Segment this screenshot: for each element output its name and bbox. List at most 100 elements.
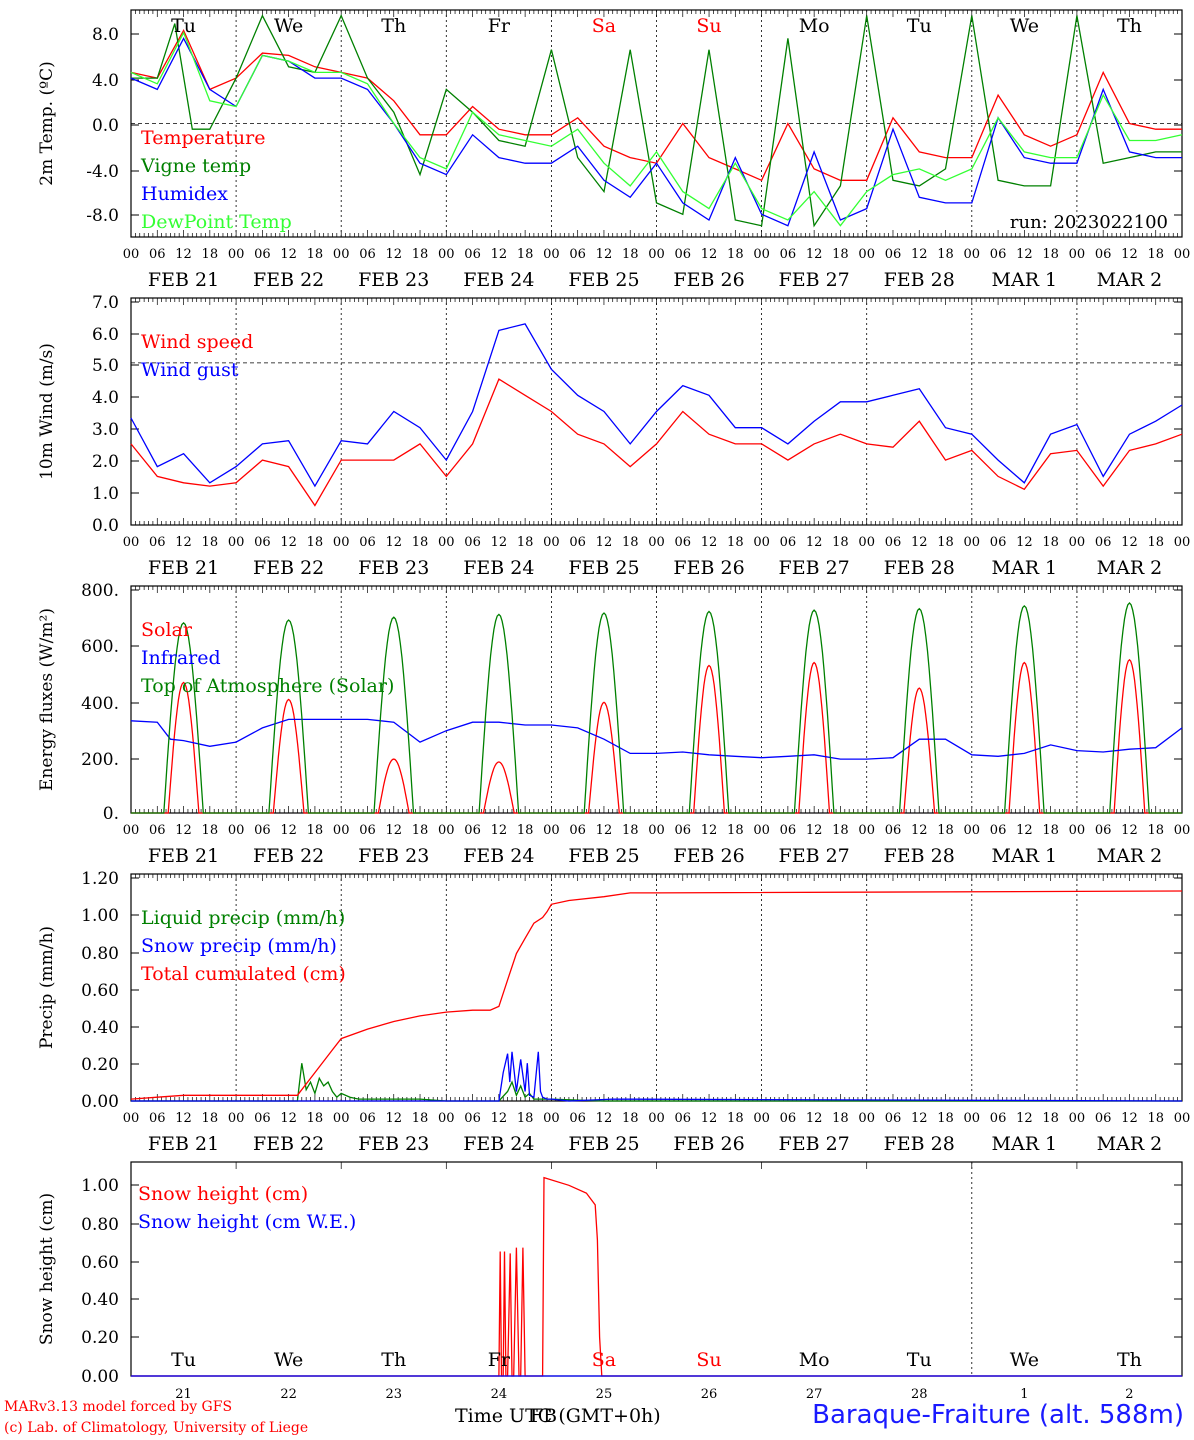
hour-tick-label: 00 xyxy=(123,535,140,550)
hour-tick-label: 18 xyxy=(517,247,534,262)
hour-tick-label: 06 xyxy=(464,247,481,262)
date-label: FEB 21 xyxy=(148,845,219,867)
station-title: Baraque-Fraiture (alt. 588m) xyxy=(812,1400,1184,1430)
hour-tick-label: 12 xyxy=(1121,1111,1138,1126)
weekday-label-top: Th xyxy=(381,15,406,37)
series-vigne-temp xyxy=(131,14,1182,228)
weekday-label-top: We xyxy=(274,15,303,37)
weekday-label-top: Tu xyxy=(907,15,932,37)
hour-tick-label: 00 xyxy=(1174,247,1191,262)
series-humidex xyxy=(130,36,1182,227)
hour-tick-label: 00 xyxy=(438,823,455,838)
date-label: FEB 28 xyxy=(884,845,955,867)
day-number-label: 23 xyxy=(385,1387,402,1402)
date-label: FEB 24 xyxy=(463,557,534,579)
hour-tick-label: 06 xyxy=(885,535,902,550)
hour-tick-label: 18 xyxy=(1042,535,1059,550)
model-credit: MARv3.13 model forced by GFS xyxy=(4,1399,233,1415)
hour-tick-label: 12 xyxy=(701,535,718,550)
day-number-label: 26 xyxy=(701,1387,718,1402)
hour-tick-label: 00 xyxy=(123,1111,140,1126)
hour-tick-label: 00 xyxy=(1069,535,1086,550)
hour-tick-label: 00 xyxy=(438,535,455,550)
date-label: MAR 2 xyxy=(1097,557,1163,579)
hour-tick-label: 06 xyxy=(990,247,1007,262)
hour-tick-label: 06 xyxy=(675,247,692,262)
y-tick-label: 1.00 xyxy=(81,1176,119,1196)
date-label: MAR 2 xyxy=(1097,845,1163,867)
date-label: MAR 1 xyxy=(992,1133,1058,1155)
hour-tick-label: 06 xyxy=(675,823,692,838)
hour-tick-label: 18 xyxy=(832,535,849,550)
hour-tick-label: 18 xyxy=(412,823,429,838)
hour-tick-label: 18 xyxy=(622,535,639,550)
date-label: FEB 27 xyxy=(779,1133,850,1155)
hour-tick-label: 18 xyxy=(1042,247,1059,262)
hour-tick-label: 06 xyxy=(990,1111,1007,1126)
hour-tick-label: 00 xyxy=(1069,1111,1086,1126)
hour-tick-label: 00 xyxy=(964,247,981,262)
hour-tick-label: 00 xyxy=(438,247,455,262)
series-total-cumulated-cm- xyxy=(130,890,1183,1100)
weekday-label-bottom: Fr xyxy=(488,1349,511,1371)
hour-tick-label: 18 xyxy=(1147,535,1164,550)
hour-tick-label: 06 xyxy=(1095,247,1112,262)
hour-tick-label: 12 xyxy=(175,1111,192,1126)
y-tick-label: 0.40 xyxy=(81,1290,119,1310)
hour-tick-label: 00 xyxy=(1069,247,1086,262)
hour-tick-label: 18 xyxy=(517,535,534,550)
hour-tick-label: 06 xyxy=(780,1111,797,1126)
hour-tick-label: 18 xyxy=(727,1111,744,1126)
hour-tick-label: 12 xyxy=(806,1111,823,1126)
date-label: FEB 27 xyxy=(779,845,850,867)
hour-tick-label: 12 xyxy=(701,823,718,838)
hour-tick-label: 18 xyxy=(937,535,954,550)
date-label: FEB 26 xyxy=(673,269,744,291)
legend-entry: Snow height (cm) xyxy=(138,1183,308,1205)
hour-tick-label: 18 xyxy=(832,823,849,838)
y-tick-label: 800. xyxy=(81,581,119,601)
hour-tick-label: 12 xyxy=(280,535,297,550)
hour-tick-label: 06 xyxy=(149,535,166,550)
hour-tick-label: 00 xyxy=(228,823,245,838)
day-number-label: 2 xyxy=(1125,1387,1133,1402)
weekday-label-top: Mo xyxy=(799,15,830,37)
hour-tick-label: 18 xyxy=(622,823,639,838)
hour-tick-label: 18 xyxy=(1147,1111,1164,1126)
hour-tick-label: 00 xyxy=(1069,823,1086,838)
hour-tick-label: 18 xyxy=(517,1111,534,1126)
hour-tick-label: 06 xyxy=(780,535,797,550)
hour-tick-label: 00 xyxy=(753,247,770,262)
y-tick-label: 3.0 xyxy=(92,420,119,440)
panel-2: 7.0 6.0 5.0 4.0 3.0 2.0 1.0 0.0 10m Wind (m/s) Wi… xyxy=(37,293,1190,579)
hour-tick-label: 12 xyxy=(911,823,928,838)
day-number-label: 21 xyxy=(175,1387,192,1402)
hour-tick-label: 12 xyxy=(491,535,508,550)
weekday-label-top: Fr xyxy=(488,15,511,37)
hour-tick-label: 00 xyxy=(123,823,140,838)
hour-tick-label: 18 xyxy=(1042,1111,1059,1126)
hour-tick-label: 12 xyxy=(280,823,297,838)
legend-entry: Solar xyxy=(141,619,193,641)
hour-tick-label: 18 xyxy=(727,247,744,262)
hour-tick-label: 00 xyxy=(543,1111,560,1126)
date-label: FEB 23 xyxy=(358,557,429,579)
hour-tick-label: 00 xyxy=(964,535,981,550)
weekday-label-top: Tu xyxy=(171,15,196,37)
legend-entry: Wind speed xyxy=(141,331,253,353)
y-tick-label: 5.0 xyxy=(92,356,119,376)
hour-tick-label: 06 xyxy=(149,823,166,838)
y-tick-label: 8.0 xyxy=(92,25,119,45)
hour-tick-label: 06 xyxy=(149,247,166,262)
y-tick-label: 200. xyxy=(81,750,119,770)
legend-entry: Temperature xyxy=(141,127,265,149)
hour-tick-label: 00 xyxy=(333,1111,350,1126)
y-tick-label: 2.0 xyxy=(92,452,119,472)
day-number-label: 25 xyxy=(596,1387,613,1402)
hour-tick-label: 00 xyxy=(964,823,981,838)
day-number-label: 24 xyxy=(491,1387,508,1402)
lab-credit: (c) Lab. of Climatology, University of L… xyxy=(4,1420,309,1436)
hour-tick-label: 00 xyxy=(228,1111,245,1126)
hour-tick-label: 06 xyxy=(885,247,902,262)
hour-tick-label: 00 xyxy=(543,535,560,550)
